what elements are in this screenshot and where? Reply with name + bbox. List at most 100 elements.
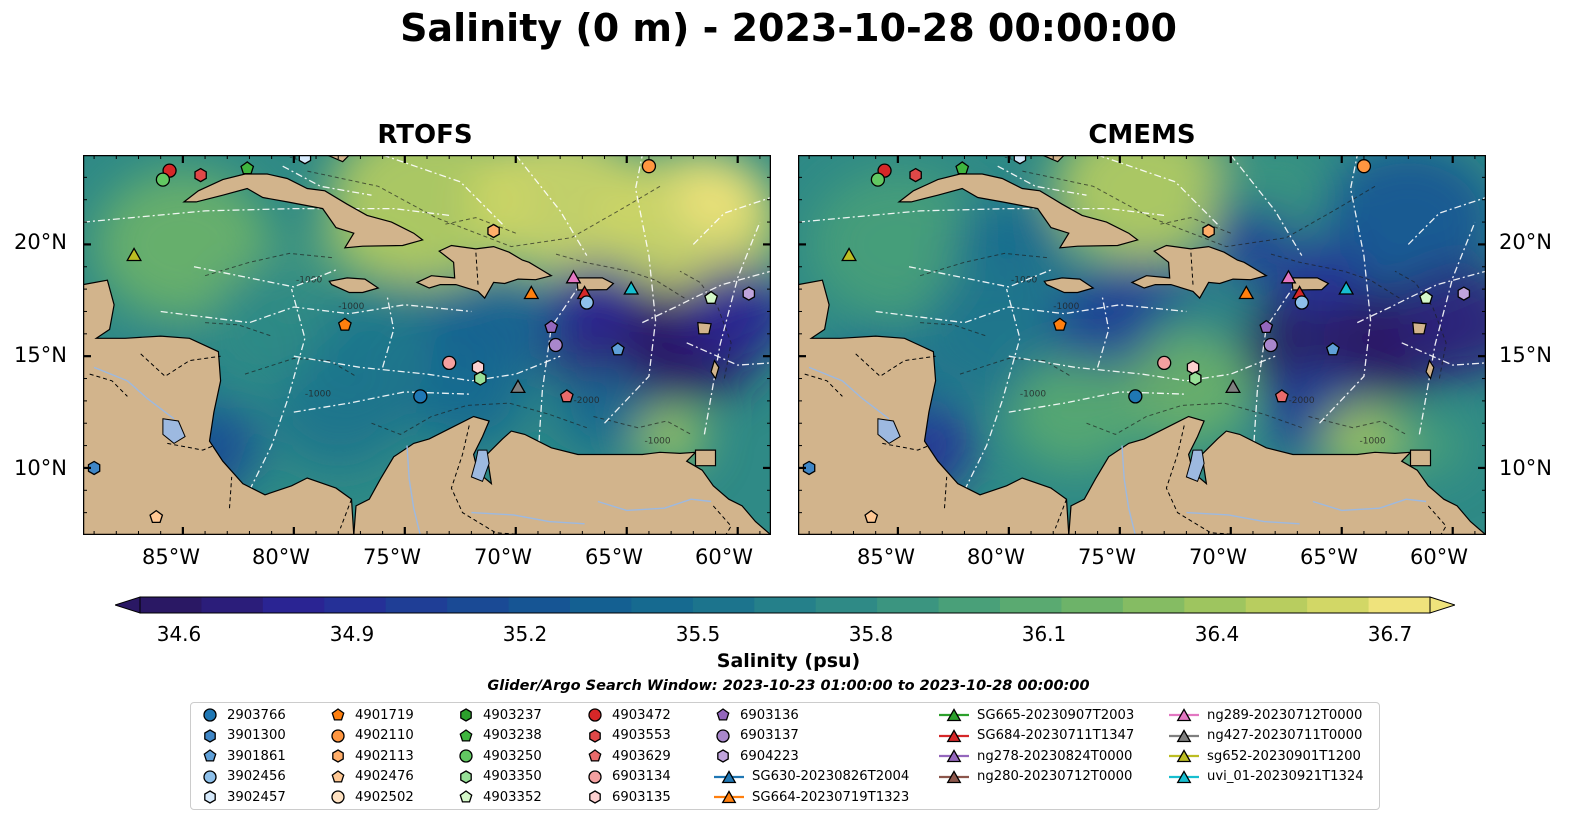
legend-symbol bbox=[459, 790, 473, 803]
river bbox=[808, 366, 890, 420]
colorbar-bin bbox=[262, 597, 325, 613]
obs-marker-4902476 bbox=[864, 509, 879, 524]
country-border bbox=[339, 499, 352, 529]
legend-item: 4902113 bbox=[329, 746, 414, 766]
country-border bbox=[882, 442, 930, 451]
eez-boundary bbox=[381, 295, 395, 368]
obs-marker-ng289-20230712T0000 bbox=[565, 269, 582, 284]
country-border bbox=[944, 476, 948, 509]
depth-contour bbox=[679, 270, 732, 379]
country-border bbox=[167, 442, 215, 451]
colorbar-bin bbox=[324, 597, 387, 613]
land-jamaica bbox=[1043, 277, 1095, 294]
legend-label: uvi_01-20230921T1324 bbox=[1207, 769, 1364, 784]
depth-contour bbox=[204, 252, 334, 277]
obs-marker-uvi_01-20230921T1324 bbox=[623, 280, 640, 295]
legend-symbol bbox=[460, 708, 472, 722]
legend-marker-hexagon bbox=[204, 790, 216, 804]
legend-item: 4902502 bbox=[329, 787, 414, 807]
country-border bbox=[1190, 251, 1194, 285]
river bbox=[406, 445, 421, 535]
map-panel-rtofs[interactable]: -100-1000-1000-2000-1000-1000 bbox=[83, 155, 771, 535]
legend-marker-circle bbox=[203, 708, 217, 722]
eez-boundary bbox=[293, 355, 561, 382]
eez-boundary bbox=[83, 207, 450, 223]
obs-marker-6903137 bbox=[1263, 337, 1278, 353]
lon-label-80w: 80°W bbox=[967, 545, 1025, 569]
legend-symbol bbox=[721, 790, 737, 804]
obs-marker-SG664-20230719T1323 bbox=[1238, 285, 1255, 300]
depth-contour bbox=[304, 170, 661, 248]
legend-item: ng280-20230712T0000 bbox=[939, 767, 1132, 787]
eez-boundary bbox=[282, 165, 372, 196]
legend-symbol bbox=[1176, 749, 1192, 763]
depth-contour bbox=[1308, 416, 1407, 435]
legend-label: 4903250 bbox=[483, 748, 542, 764]
legend-symbol bbox=[331, 790, 345, 804]
land-trinidad bbox=[694, 449, 717, 467]
obs-marker-3901861 bbox=[610, 342, 625, 356]
legend-label: 4902502 bbox=[355, 789, 414, 805]
lon-label-70w: 70°W bbox=[1189, 545, 1247, 569]
colorbar-bin bbox=[815, 597, 878, 613]
depth-contour bbox=[593, 416, 692, 435]
legend-marker-pentagon bbox=[459, 790, 473, 803]
legend-label: 4902476 bbox=[355, 769, 414, 784]
legend-symbol bbox=[946, 708, 962, 722]
legend-symbol bbox=[204, 790, 216, 804]
legend-item: ng278-20230824T0000 bbox=[939, 746, 1132, 766]
river bbox=[1121, 445, 1136, 535]
legend-marker-hexagon bbox=[460, 708, 472, 722]
obs-marker-4903350 bbox=[473, 371, 487, 386]
legend-symbol bbox=[331, 769, 345, 782]
eez-boundary bbox=[642, 270, 771, 324]
legend-label: 3901300 bbox=[227, 728, 286, 743]
obs-marker-uvi_01-20230921T1324 bbox=[1338, 280, 1355, 295]
eez-boundary bbox=[875, 304, 1187, 324]
obs-marker-3901300 bbox=[802, 460, 816, 476]
legend-symbol bbox=[589, 728, 601, 743]
obs-marker-4903553 bbox=[194, 167, 207, 183]
lake-nicaragua bbox=[877, 418, 901, 445]
legend-marker-pentagon bbox=[716, 708, 730, 721]
legend-marker-circle bbox=[331, 790, 345, 804]
colorbar-bin bbox=[1061, 597, 1124, 613]
legend-marker-triangle bbox=[939, 749, 969, 763]
legend-item: 4903553 bbox=[586, 726, 671, 746]
legend-marker-pentagon bbox=[588, 749, 602, 762]
land-jamaica bbox=[328, 277, 380, 294]
land-guadeloupe bbox=[697, 321, 712, 335]
country-border bbox=[855, 353, 936, 377]
obs-marker-4903352 bbox=[1419, 290, 1434, 304]
legend-item: ng427-20230711T0000 bbox=[1169, 726, 1362, 746]
legend-marker-hexagon bbox=[204, 728, 216, 743]
contour-label: -1000 bbox=[1053, 302, 1079, 312]
legend-label: 4901719 bbox=[355, 707, 414, 723]
legend-symbol bbox=[1176, 728, 1192, 742]
depth-contour bbox=[553, 252, 685, 299]
legend-label: 3902456 bbox=[227, 769, 286, 784]
colorbar-tick: 36.1 bbox=[1021, 622, 1067, 646]
legend-label: 4903350 bbox=[483, 769, 542, 784]
obs-marker-4903250 bbox=[870, 172, 886, 187]
legend-item: 3902456 bbox=[201, 767, 286, 787]
legend-symbol bbox=[588, 769, 602, 784]
obs-marker-3901300 bbox=[87, 460, 101, 476]
country-border bbox=[712, 505, 732, 535]
lon-label-60w: 60°W bbox=[695, 545, 753, 569]
legend-symbol bbox=[1176, 708, 1192, 722]
lon-label-65w: 65°W bbox=[585, 545, 643, 569]
obs-marker-4903553 bbox=[909, 167, 922, 183]
figure-title: Salinity (0 m) - 2023-10-28 00:00:00 bbox=[400, 6, 1177, 50]
legend-item: SG665-20230907T2003 bbox=[939, 705, 1134, 725]
colorbar-tick: 35.5 bbox=[675, 622, 721, 646]
lake-maracaibo bbox=[1185, 449, 1205, 483]
eez-boundary bbox=[1407, 196, 1486, 245]
legend-marker-triangle bbox=[714, 790, 744, 804]
eez-boundary bbox=[1008, 355, 1276, 382]
legend-symbol bbox=[589, 790, 601, 804]
legend-symbol bbox=[204, 728, 216, 743]
legend-marker-triangle bbox=[939, 708, 969, 722]
map-panel-cmems[interactable]: -100-1000-1000-2000-1000-1000 bbox=[798, 155, 1486, 535]
land-puerto-rico bbox=[1291, 277, 1330, 291]
